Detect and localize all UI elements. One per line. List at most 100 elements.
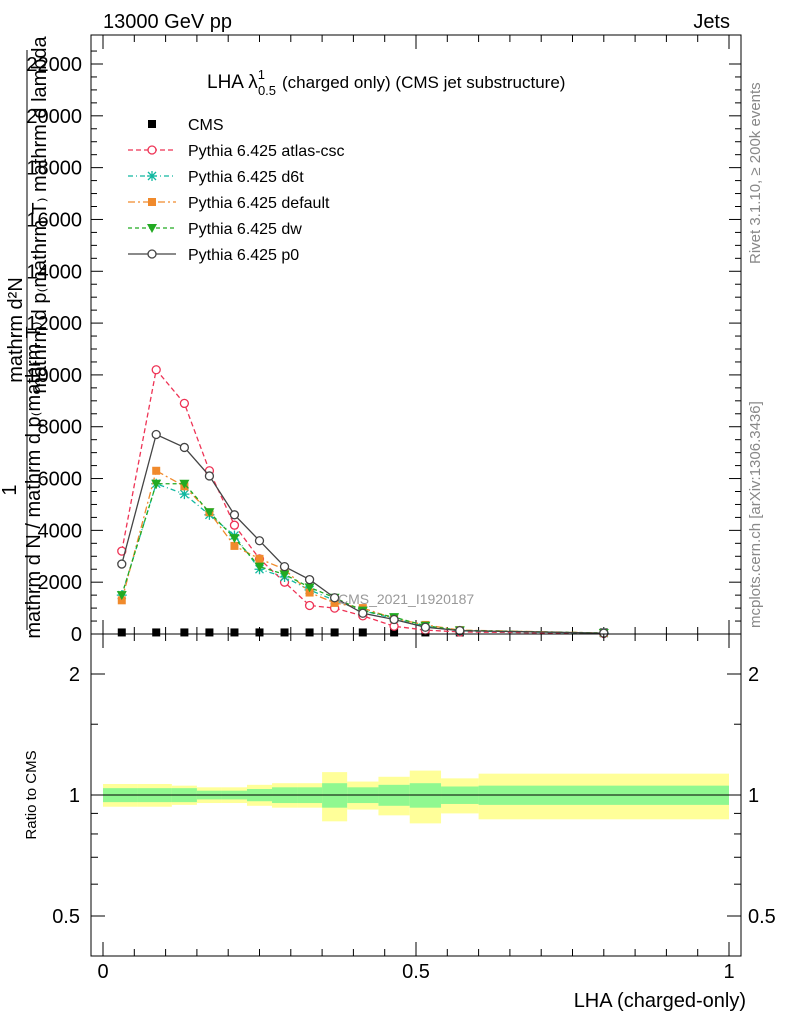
data-point bbox=[230, 628, 239, 637]
y-tick-label: 10000 bbox=[26, 365, 82, 387]
data-point bbox=[330, 628, 339, 637]
ratio-x-axis: 0 0.5 1 bbox=[97, 634, 735, 983]
legend-item: Pythia 6.425 d6t bbox=[128, 169, 304, 186]
y-tick-label: 4000 bbox=[38, 520, 83, 542]
plot-title-sup: 1 bbox=[258, 67, 265, 82]
legend-item: Pythia 6.425 p0 bbox=[128, 247, 299, 264]
legend-item: Pythia 6.425 dw bbox=[128, 221, 302, 238]
data-point bbox=[255, 554, 264, 563]
data-point bbox=[152, 628, 161, 637]
y-tick-label: 0 bbox=[71, 624, 82, 646]
data-point bbox=[147, 249, 157, 259]
data-point bbox=[116, 591, 127, 601]
data-point bbox=[179, 489, 190, 500]
data-point bbox=[455, 625, 465, 636]
data-point bbox=[179, 479, 190, 489]
data-point bbox=[151, 479, 162, 489]
main-plot-panel: 0 2000 4000 6000 8000 10000 12000 14000 16000 180… bbox=[0, 34, 742, 646]
ylabel-denominator: mathrm d N / mathrm d p₍mathrm T₎ bbox=[23, 321, 45, 638]
ratio-plot-panel: 0.5 0.51 12 2 0 0.5 1 Ratio to CMS LHA (charg… bbox=[23, 633, 776, 1012]
x-tick-label: 0 bbox=[97, 961, 108, 983]
ratio-bands bbox=[103, 770, 729, 824]
legend-label: CMS bbox=[188, 117, 224, 134]
data-point bbox=[279, 561, 290, 572]
x-tick-label: 0.5 bbox=[402, 961, 430, 983]
ylabel-one: 1 bbox=[0, 484, 21, 495]
y-tick-label: 6000 bbox=[38, 469, 83, 491]
y-tick-label: 22000 bbox=[26, 54, 82, 76]
analysis-watermark: CMS_2021_I1920187 bbox=[338, 591, 474, 607]
data-point bbox=[305, 588, 314, 597]
plot-title-main: LHA λ bbox=[207, 72, 258, 93]
plot-title: LHA λ1 0.5 (charged only) (CMS jet substru… bbox=[207, 67, 565, 98]
y-tick-label: 20000 bbox=[26, 106, 82, 128]
y-tick-label: 2000 bbox=[38, 572, 83, 594]
data-point bbox=[420, 622, 431, 632]
legend-label: Pythia 6.425 d6t bbox=[188, 169, 304, 186]
series-line bbox=[121, 368, 604, 635]
x-tick-label: 1 bbox=[723, 961, 734, 983]
data-point bbox=[117, 559, 127, 569]
data-point bbox=[147, 171, 157, 181]
ratio-y-tick-label: 1 bbox=[69, 785, 80, 807]
data-point bbox=[304, 600, 315, 611]
main-y-axis: 0 2000 4000 6000 8000 10000 12000 14000 16000 180… bbox=[26, 50, 741, 646]
data-point bbox=[229, 510, 240, 520]
data-point bbox=[230, 541, 239, 550]
ratio-y-axis: 0.5 0.5 1 1 2 2 bbox=[52, 664, 776, 928]
data-point bbox=[148, 198, 156, 206]
ratio-y-tick-label: 2 bbox=[69, 664, 80, 686]
data-point bbox=[358, 608, 368, 618]
data-point bbox=[254, 536, 265, 546]
data-point bbox=[179, 442, 190, 453]
x-axis-label: LHA (charged-only) bbox=[574, 990, 746, 1012]
main-y-axis-label: mathrm d²N mathrm d p₍mathrm T₎ mathrm d… bbox=[0, 35, 51, 638]
data-point bbox=[117, 596, 126, 605]
data-point bbox=[280, 628, 289, 637]
ratio-y-tick-label-right: 2 bbox=[748, 664, 759, 686]
data-point bbox=[255, 628, 264, 637]
ratio-y-tick-label: 0.5 bbox=[52, 906, 80, 928]
data-point bbox=[229, 534, 240, 544]
legend: CMS Pythia 6.425 atlas-csc Pythia 6.425 d6… bbox=[128, 117, 345, 264]
data-point bbox=[179, 398, 190, 409]
series-pythia-6-425-p0 bbox=[117, 429, 609, 638]
ratio-y-tick-label-right: 1 bbox=[748, 785, 759, 807]
plot-title-sub: 0.5 bbox=[258, 83, 276, 98]
data-point bbox=[304, 583, 315, 593]
data-point bbox=[205, 628, 214, 637]
y-tick-label: 12000 bbox=[26, 313, 82, 335]
legend-label: Pythia 6.425 dw bbox=[188, 221, 302, 238]
ratio-y-axis-label: Ratio to CMS bbox=[23, 750, 40, 839]
ratio-y-tick-label-right: 0.5 bbox=[748, 906, 776, 928]
y-tick-label: 16000 bbox=[26, 209, 82, 231]
header-left: 13000 GeV pp bbox=[103, 11, 232, 33]
series-line bbox=[121, 483, 604, 634]
data-point bbox=[305, 628, 314, 637]
y-tick-label: 8000 bbox=[38, 417, 83, 439]
data-point bbox=[180, 628, 189, 637]
data-point bbox=[329, 593, 340, 603]
data-point bbox=[358, 628, 367, 637]
legend-item: Pythia 6.425 default bbox=[128, 195, 330, 212]
data-point bbox=[254, 562, 265, 572]
data-point bbox=[147, 145, 157, 155]
mcplots-credit-label: mcplots.cern.ch [arXiv:1306.3436] bbox=[747, 401, 764, 628]
data-point bbox=[390, 628, 399, 637]
legend-item: CMS bbox=[148, 117, 224, 134]
data-point bbox=[147, 224, 157, 233]
data-point bbox=[389, 614, 399, 625]
data-point bbox=[204, 508, 215, 518]
data-point bbox=[151, 365, 161, 375]
data-point bbox=[204, 471, 215, 481]
y-tick-label: 14000 bbox=[26, 261, 82, 283]
data-point bbox=[152, 466, 161, 475]
data-point bbox=[229, 520, 240, 530]
ylabel-numerator-denominator: mathrm d p₍mathrm T₎ mathrm d lambda bbox=[29, 35, 51, 393]
header-right: Jets bbox=[693, 11, 730, 33]
legend-label: Pythia 6.425 p0 bbox=[188, 247, 299, 264]
y-tick-label: 18000 bbox=[26, 158, 82, 180]
legend-item: Pythia 6.425 atlas-csc bbox=[128, 143, 345, 160]
ylabel-numerator: mathrm d²N bbox=[5, 277, 27, 383]
